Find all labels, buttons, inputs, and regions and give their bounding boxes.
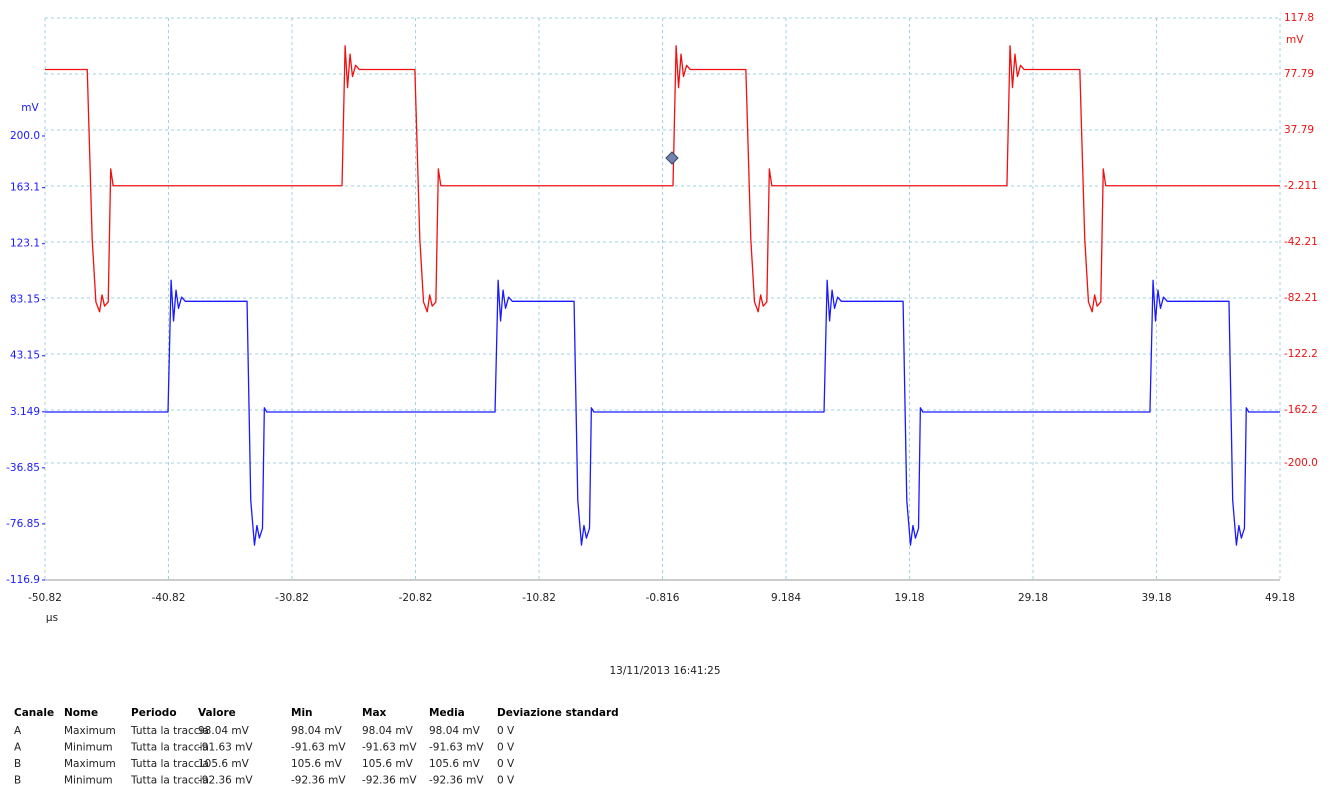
table-cell: Tutta la traccia (130, 742, 209, 754)
table-cell: 0 V (497, 725, 515, 737)
table-cell: -91.63 mV (429, 742, 484, 754)
table-header: Max (362, 707, 387, 719)
table-cell: A (14, 725, 22, 737)
table-cell: 98.04 mV (198, 725, 250, 737)
table-cell: -92.36 mV (362, 775, 417, 787)
x-tick-label: -30.82 (275, 592, 309, 604)
x-tick-label: 9.184 (771, 592, 801, 604)
y2-tick-label: 117.8 (1284, 12, 1314, 24)
table-cell: 105.6 mV (198, 758, 250, 770)
table-cell: -91.63 mV (291, 742, 346, 754)
table-cell: -92.36 mV (198, 775, 253, 787)
x-tick-label: -50.82 (28, 592, 62, 604)
y-axis-unit: mV (21, 102, 39, 114)
y-tick-label: 200.0 (10, 130, 40, 142)
y-tick-label: 83.15 (10, 294, 40, 306)
x-tick-label: 19.18 (894, 592, 924, 604)
table-cell: 105.6 mV (362, 758, 414, 770)
table-cell: 105.6 mV (291, 758, 343, 770)
y-tick-label: -116.9 (6, 574, 40, 586)
table-header: Periodo (131, 707, 177, 719)
table-cell: B (14, 775, 21, 787)
y2-tick-label: -162.2 (1284, 404, 1318, 416)
x-tick-label: -40.82 (152, 592, 186, 604)
y2-tick-label: -122.2 (1284, 348, 1318, 360)
x-axis-unit: µs (46, 612, 58, 624)
table-cell: B (14, 758, 21, 770)
table-cell: -92.36 mV (429, 775, 484, 787)
x-tick-label: -10.82 (522, 592, 556, 604)
y2-tick-label: -42.21 (1284, 236, 1318, 248)
y2-tick-label: -200.0 (1284, 457, 1318, 469)
y-tick-label: -36.85 (6, 462, 40, 474)
table-header: Valore (198, 707, 236, 719)
table-cell: 0 V (497, 775, 515, 787)
table-cell: Tutta la traccia (130, 775, 209, 787)
table-header: Min (291, 707, 313, 719)
table-cell: Minimum (64, 742, 113, 754)
table-cell: Maximum (64, 758, 116, 770)
table-cell: Tutta la traccia (130, 758, 209, 770)
x-tick-label: -0.816 (646, 592, 680, 604)
y2-tick-label: -2.211 (1284, 180, 1318, 192)
y-tick-label: 163.1 (10, 182, 40, 194)
table-cell: Tutta la traccia (130, 725, 209, 737)
table-cell: 0 V (497, 758, 515, 770)
x-tick-label: 29.18 (1018, 592, 1048, 604)
table-cell: 98.04 mV (429, 725, 481, 737)
y2-tick-label: 77.79 (1284, 68, 1314, 80)
y-tick-label: 43.15 (10, 350, 40, 362)
table-cell: -91.63 mV (362, 742, 417, 754)
table-cell: 105.6 mV (429, 758, 481, 770)
y2-tick-label: 37.79 (1284, 124, 1314, 136)
x-tick-label: 39.18 (1141, 592, 1171, 604)
table-cell: 0 V (497, 742, 515, 754)
table-cell: -91.63 mV (198, 742, 253, 754)
trace-line (45, 279, 1280, 546)
table-cell: 98.04 mV (362, 725, 414, 737)
trace-line (45, 45, 1280, 313)
x-tick-label: -20.82 (399, 592, 433, 604)
timestamp: 13/11/2013 16:41:25 (609, 665, 720, 677)
y2-tick-label: -82.21 (1284, 292, 1318, 304)
y2-axis-unit: mV (1286, 34, 1304, 46)
y-tick-label: 123.1 (10, 238, 40, 250)
table-header: Nome (64, 707, 98, 719)
table-cell: -92.36 mV (291, 775, 346, 787)
y-tick-label: 3.149 (10, 406, 40, 418)
table-header: Media (429, 707, 465, 719)
y-tick-label: -76.85 (6, 518, 40, 530)
table-cell: A (14, 742, 22, 754)
table-header: Deviazione standard (497, 707, 619, 719)
table-cell: Maximum (64, 725, 116, 737)
trigger-marker (665, 151, 679, 165)
table-cell: Minimum (64, 775, 113, 787)
x-tick-label: 49.18 (1265, 592, 1295, 604)
table-cell: 98.04 mV (291, 725, 343, 737)
table-header: Canale (14, 707, 54, 719)
